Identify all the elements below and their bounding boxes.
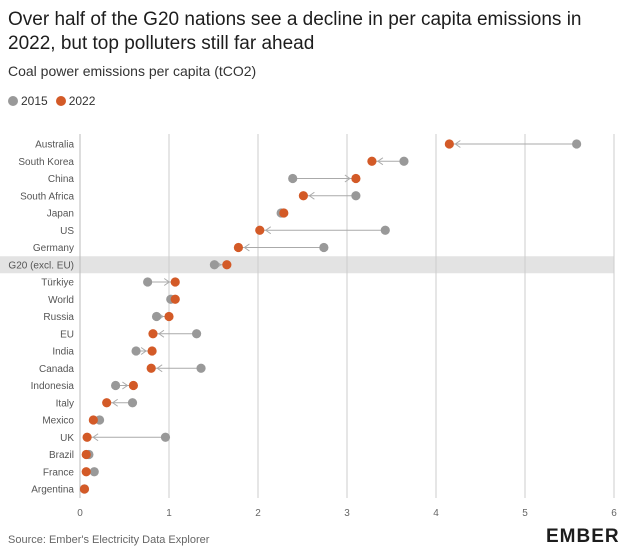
category-label-south-korea: South Korea: [18, 157, 74, 168]
dot-2022-canada: [146, 363, 156, 373]
dot-2022-uk: [82, 432, 92, 442]
dot-2022-germany: [233, 242, 244, 253]
category-label-france: France: [43, 467, 75, 478]
category-label-japan: Japan: [47, 209, 74, 220]
change-arrow-uk: [92, 433, 99, 442]
change-arrow-australia: [454, 140, 461, 148]
category-label-t-rkiye: Türkiye: [41, 278, 74, 289]
legend: 2015 2022: [8, 94, 99, 108]
dot-2022-eu: [148, 329, 158, 339]
dot-2022-japan: [279, 208, 289, 218]
x-tick-label-4: 4: [433, 508, 439, 519]
legend-label-2022: 2022: [68, 94, 96, 108]
dot-2022-south-africa: [298, 191, 308, 201]
change-arrow-indonesia: [122, 381, 129, 390]
dot-2022-indonesia: [128, 380, 138, 391]
dot-2022-mexico: [88, 415, 98, 425]
x-tick-label-3: 3: [344, 508, 350, 519]
dot-2015-italy: [127, 398, 138, 408]
dot-range-chart: 0 1 2 3 4 5 6 Australia South Korea China South Af…: [0, 134, 617, 519]
change-arrow-us: [264, 226, 272, 235]
dot-2015-canada: [196, 363, 206, 373]
dot-2015-france: [89, 467, 99, 477]
category-label-italy: Italy: [56, 398, 74, 409]
dot-2022-south-korea: [367, 156, 377, 166]
change-arrow-canada: [156, 364, 163, 373]
dot-2015-china: [288, 173, 298, 184]
dot-2015-germany: [319, 242, 329, 253]
change-arrow-eu: [158, 329, 165, 338]
dot-2022-india: [147, 346, 157, 356]
dot-2022-world: [170, 294, 180, 304]
dot-2022-italy: [102, 398, 112, 408]
dot-2022-australia: [444, 139, 454, 149]
category-label-g20-excl-eu: G20 (excl. EU): [8, 260, 74, 271]
dot-2015-uk: [160, 432, 171, 442]
dot-2015-eu: [191, 329, 202, 339]
change-arrow-china: [344, 174, 351, 183]
category-label-world: World: [48, 295, 74, 306]
x-tick-label-6: 6: [611, 508, 617, 519]
category-label-us: US: [60, 226, 74, 237]
change-arrow-germany: [243, 243, 250, 252]
dot-2022-g20-excl-eu: [222, 260, 232, 270]
category-label-argentina: Argentina: [31, 485, 74, 496]
dot-2022-argentina: [79, 484, 90, 494]
dot-2022-france: [81, 467, 91, 477]
dot-2022-t-rkiye: [170, 277, 180, 287]
dot-2022-brazil: [81, 449, 91, 460]
dot-2015-g20-excl-eu: [209, 260, 219, 270]
chart-title: Over half of the G20 nations see a decli…: [8, 9, 582, 54]
x-tick-label-1: 1: [166, 508, 172, 519]
dot-2015-indonesia: [111, 380, 121, 391]
x-tick-label-2: 2: [255, 508, 261, 519]
dot-2015-us: [380, 225, 390, 235]
chart-subtitle: Coal power emissions per capita (tCO2): [8, 63, 257, 79]
category-label-russia: Russia: [43, 312, 74, 323]
source-note: Source: Ember's Electricity Data Explore…: [8, 534, 210, 546]
category-label-india: India: [52, 347, 74, 358]
category-label-canada: Canada: [39, 364, 74, 375]
category-label-eu: EU: [60, 329, 74, 340]
change-arrow-t-rkiye: [163, 278, 171, 286]
ember-logo: EMBER: [546, 526, 620, 547]
category-label-south-africa: South Africa: [20, 191, 74, 202]
dot-2015-south-africa: [351, 191, 361, 201]
dot-2022-china: [351, 173, 361, 184]
category-label-uk: UK: [60, 433, 74, 444]
dot-2022-us: [255, 225, 265, 235]
change-arrow-italy: [111, 398, 118, 407]
change-arrow-south-africa: [308, 191, 315, 200]
change-arrow-india: [140, 347, 147, 355]
legend-item-2022: 2022: [55, 94, 96, 108]
legend-label-2015: 2015: [21, 94, 48, 108]
change-arrow-south-korea: [377, 157, 384, 166]
legend-item-2015: 2015: [8, 94, 48, 108]
category-label-indonesia: Indonesia: [31, 381, 75, 392]
legend-dot-2015: [8, 96, 18, 106]
dot-2022-russia: [164, 311, 174, 322]
category-label-china: China: [48, 174, 75, 185]
category-label-australia: Australia: [35, 140, 74, 151]
dot-2015-india: [131, 346, 141, 356]
x-tick-label-5: 5: [522, 508, 528, 519]
dot-2015-south-korea: [399, 156, 409, 166]
category-label-mexico: Mexico: [42, 416, 74, 427]
legend-dot-2022: [55, 96, 66, 106]
highlight-row-band: [0, 256, 614, 274]
x-tick-label-0: 0: [77, 508, 83, 519]
dot-2015-australia: [572, 139, 582, 149]
category-label-germany: Germany: [33, 243, 74, 254]
category-label-brazil: Brazil: [49, 450, 74, 461]
dot-2015-t-rkiye: [143, 277, 153, 287]
dot-2015-russia: [151, 311, 162, 322]
